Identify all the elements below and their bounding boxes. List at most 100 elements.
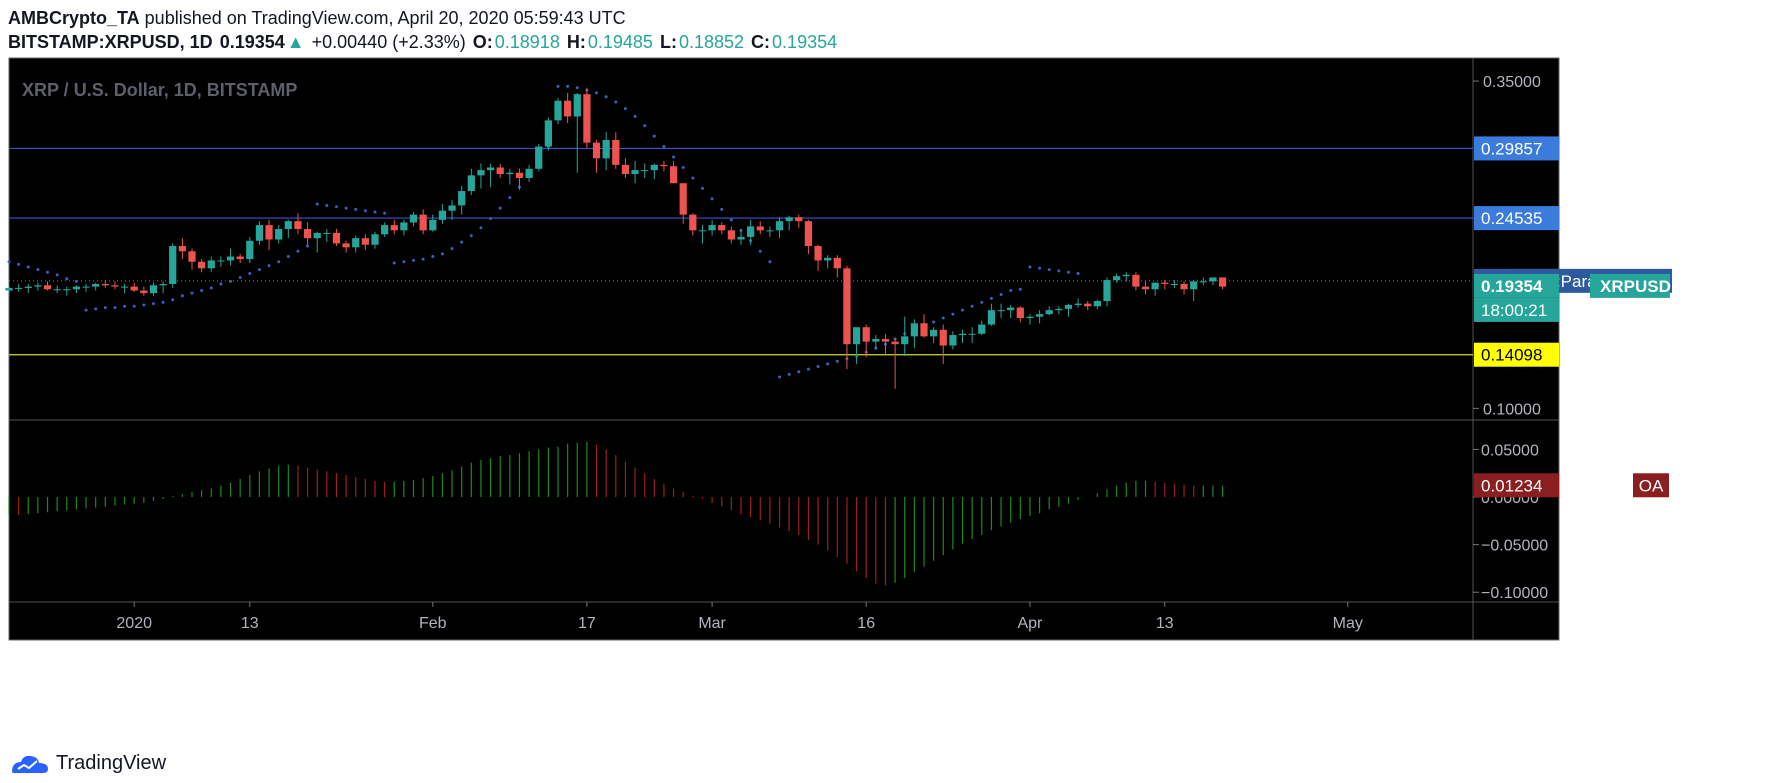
candle-body: [332, 232, 341, 244]
candle-body: [82, 286, 90, 288]
axes-layer: 0.350000.100000.050000.00000−0.05000−0.1…: [116, 74, 1548, 632]
sar-dot: [325, 203, 329, 207]
sar-dot: [1076, 272, 1080, 276]
publish-line: AMBCrypto_TA published on TradingView.co…: [8, 6, 839, 30]
candle-body: [140, 290, 148, 294]
candle: [217, 256, 225, 267]
candle: [1199, 277, 1207, 286]
sar-dot: [431, 255, 435, 259]
sar-dot: [1057, 269, 1061, 273]
author-name[interactable]: AMBCrypto_TA: [8, 8, 140, 28]
candle: [169, 243, 177, 288]
candle: [275, 225, 283, 244]
candle: [1016, 306, 1024, 322]
candle: [130, 282, 138, 292]
candle-body: [1122, 274, 1130, 277]
candle-body: [544, 120, 552, 147]
candle: [111, 281, 119, 290]
candle: [978, 320, 986, 336]
oa-value-badge: 0.01234: [1474, 473, 1559, 498]
sar-dot: [421, 257, 425, 261]
candle-body: [15, 287, 23, 289]
candle-body: [1209, 277, 1217, 282]
candle-body: [843, 268, 851, 345]
sar-dot: [257, 268, 261, 272]
candle-body: [621, 164, 630, 175]
candle-body: [1190, 281, 1198, 290]
candle-body: [1141, 286, 1150, 290]
candle-body: [467, 175, 475, 192]
time-tick-label: 16: [857, 615, 875, 632]
sar-dot: [132, 304, 136, 308]
countdown-badge-bg: [1474, 297, 1559, 322]
time-tick-label: Mar: [698, 615, 726, 632]
candle-body: [1218, 277, 1227, 287]
candle: [997, 303, 1005, 319]
candle-body: [294, 221, 302, 230]
candle: [1045, 306, 1053, 316]
candle-body: [303, 229, 312, 239]
sar-dot: [662, 145, 666, 149]
ohlc-line: BITSTAMP:XRPUSD, 1D 0.19354 ▲ +0.00440 (+…: [8, 30, 839, 54]
candle: [949, 331, 957, 350]
candle-body: [1151, 282, 1159, 290]
candle: [689, 213, 697, 236]
candle-body: [159, 284, 167, 286]
candle: [660, 160, 668, 172]
resistance-2-badge: 0.24535: [1474, 206, 1559, 231]
candle-body: [1170, 284, 1179, 285]
candle: [602, 132, 610, 171]
candle-body: [920, 323, 928, 337]
candle: [573, 92, 581, 173]
candle: [361, 234, 369, 250]
candle-body: [1199, 281, 1207, 283]
footer-brand[interactable]: TradingView: [56, 752, 167, 774]
candle: [833, 255, 841, 278]
candle: [419, 209, 427, 235]
time-tick-label: 13: [241, 615, 259, 632]
xrp-name-badge-bg: [1590, 273, 1670, 298]
sar-dot: [219, 282, 223, 286]
candle: [1218, 277, 1227, 290]
candle-body: [284, 221, 292, 230]
candle: [390, 219, 398, 235]
oa-series-label: OA: [1639, 476, 1664, 495]
sar-dot: [17, 262, 21, 266]
candle: [496, 163, 504, 178]
candle: [708, 219, 716, 236]
candle: [506, 168, 514, 185]
sar-dot: [344, 206, 348, 210]
candle: [486, 163, 495, 188]
candle: [631, 160, 639, 184]
candle-body: [371, 234, 379, 245]
sar-dot: [412, 258, 416, 262]
candle: [409, 212, 418, 227]
candle-body: [592, 142, 601, 159]
candle: [1161, 280, 1169, 290]
candle: [53, 285, 61, 294]
candle: [34, 282, 42, 291]
candle: [1103, 277, 1111, 307]
resistance-1-badge: 0.29857: [1474, 136, 1559, 161]
sar-dot: [720, 207, 724, 211]
candle-body: [1064, 304, 1073, 309]
candle: [255, 221, 264, 245]
candle: [1035, 310, 1044, 324]
candle-body: [111, 285, 119, 287]
candle-body: [881, 338, 890, 342]
candle: [342, 240, 350, 253]
candle-body: [381, 225, 389, 235]
candle: [371, 231, 379, 249]
candle: [930, 327, 938, 343]
candle: [15, 284, 23, 292]
candle: [120, 284, 129, 294]
candle-body: [486, 167, 495, 171]
candle-body: [1045, 310, 1053, 315]
sar-dot: [710, 197, 714, 201]
candle: [1113, 273, 1121, 283]
candle: [1093, 299, 1101, 309]
sar-dot: [354, 207, 358, 211]
sar-dot: [700, 186, 704, 190]
oscillator-tick-label: −0.05000: [1481, 538, 1548, 555]
